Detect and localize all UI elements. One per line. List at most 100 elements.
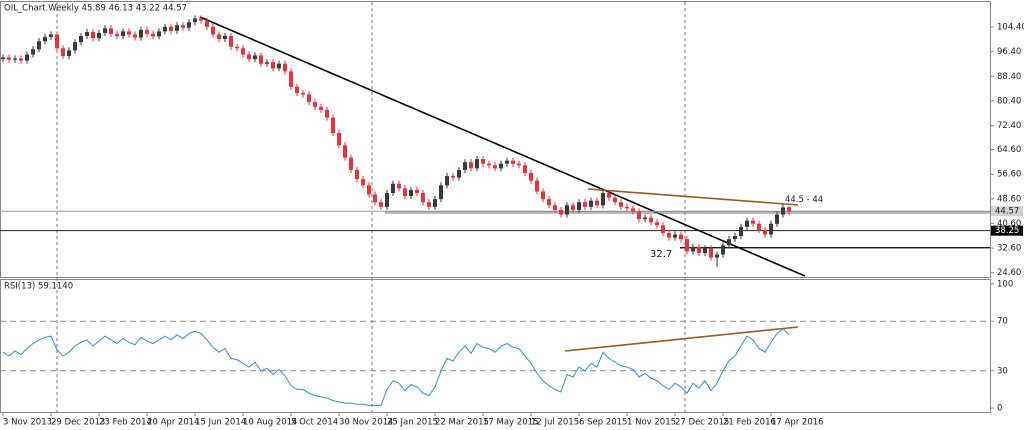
candle-body <box>517 163 521 166</box>
candle-body <box>541 191 545 200</box>
y-tick-label: 32.60 <box>997 244 1021 254</box>
candle-body <box>1 57 5 60</box>
x-tick-label: 17 Apr 2016 <box>771 418 824 428</box>
candle-body <box>289 71 293 87</box>
candle-body <box>463 162 467 170</box>
candle-body <box>91 32 95 39</box>
candle-body <box>529 172 533 181</box>
candle-body <box>427 202 431 207</box>
x-tick-label: 1 Nov 2015 <box>627 418 676 428</box>
x-tick-label: 12 Jul 2015 <box>531 418 579 428</box>
candle-body <box>337 132 341 146</box>
candle-body <box>439 185 443 200</box>
candle-body <box>595 200 599 206</box>
candle-body <box>319 106 323 110</box>
price-level-label: 44.57 <box>995 207 1019 217</box>
candle-body <box>499 163 503 169</box>
candle-body <box>151 33 155 37</box>
x-tick-label: 3 Nov 2013 <box>3 418 52 428</box>
candle-body <box>175 25 179 31</box>
candle-body <box>133 34 137 38</box>
y-tick-label: 40.60 <box>997 219 1021 229</box>
candle-body <box>457 169 461 178</box>
candle-body <box>715 254 719 258</box>
y-tick-label: 100 <box>997 279 1013 289</box>
candle-body <box>223 36 227 40</box>
candle-body <box>511 160 515 164</box>
candle-body <box>619 202 623 207</box>
x-tick-label: 20 Apr 2014 <box>147 418 200 428</box>
candle-body <box>259 55 263 64</box>
candle-body <box>547 199 551 206</box>
y-tick-label: 48.60 <box>997 194 1021 204</box>
candle-body <box>775 214 779 224</box>
candle-body <box>61 48 65 57</box>
candle-body <box>559 209 563 215</box>
candle-body <box>127 31 131 35</box>
candle-body <box>565 205 569 215</box>
y-tick-label: 88.40 <box>997 72 1021 82</box>
candle-body <box>523 165 527 173</box>
price-level-box <box>991 225 1023 236</box>
y-tick-label: 70 <box>997 317 1008 327</box>
candle-body <box>763 229 767 235</box>
candle-body <box>787 207 791 212</box>
candle-body <box>79 36 83 43</box>
candle-body <box>481 159 485 164</box>
candle-body <box>637 211 641 220</box>
candle-body <box>163 26 167 32</box>
x-tick-label: 29 Dec 2013 <box>51 418 105 428</box>
candle-body <box>139 29 143 38</box>
candle-body <box>367 185 371 195</box>
x-tick-label: 25 Jan 2015 <box>387 418 438 428</box>
rsi-trendline <box>564 326 799 352</box>
candle-body <box>283 63 287 72</box>
x-tick-label: 6 Sep 2015 <box>579 418 627 428</box>
candle-body <box>385 192 389 207</box>
candle-body <box>67 50 71 57</box>
x-tick-label: 23 Feb 2014 <box>99 418 152 428</box>
candle-body <box>229 36 233 47</box>
candle-body <box>433 199 437 207</box>
candle-body <box>781 207 785 215</box>
candle-body <box>25 54 29 61</box>
candle-body <box>199 18 203 21</box>
candle-body <box>109 28 113 34</box>
candle-body <box>709 248 713 258</box>
candle-body <box>295 86 299 93</box>
candle-body <box>355 169 359 180</box>
candle-body <box>769 223 773 235</box>
candle-body <box>571 205 575 210</box>
candle-body <box>655 222 659 226</box>
candle-body <box>181 25 185 28</box>
candle-body <box>493 165 497 169</box>
rsi-panel <box>0 279 991 413</box>
candle-body <box>487 163 491 166</box>
period-separators <box>56 2 686 412</box>
x-tick-label: 27 Dec 2015 <box>675 418 729 428</box>
candle-body <box>649 217 653 223</box>
candle-body <box>49 34 53 37</box>
candle-body <box>745 220 749 227</box>
candle-body <box>13 58 17 60</box>
candle-body <box>625 206 629 209</box>
x-tick-label: 21 Feb 2016 <box>723 418 776 428</box>
candle-body <box>607 192 611 198</box>
candle-body <box>211 26 215 35</box>
y-tick-label: 72.40 <box>997 121 1021 131</box>
candle-body <box>55 34 59 49</box>
candle-body <box>631 208 635 212</box>
candle-body <box>169 26 173 31</box>
candle-body <box>37 41 41 50</box>
candle-body <box>19 58 23 61</box>
candle-body <box>589 200 593 207</box>
candle-body <box>373 194 377 203</box>
candle-body <box>727 239 731 246</box>
y-tick-label: 64.60 <box>997 145 1021 155</box>
candle-body <box>115 33 119 37</box>
price-panel <box>0 1 991 278</box>
candle-body <box>313 102 317 107</box>
candle-body <box>409 189 413 197</box>
